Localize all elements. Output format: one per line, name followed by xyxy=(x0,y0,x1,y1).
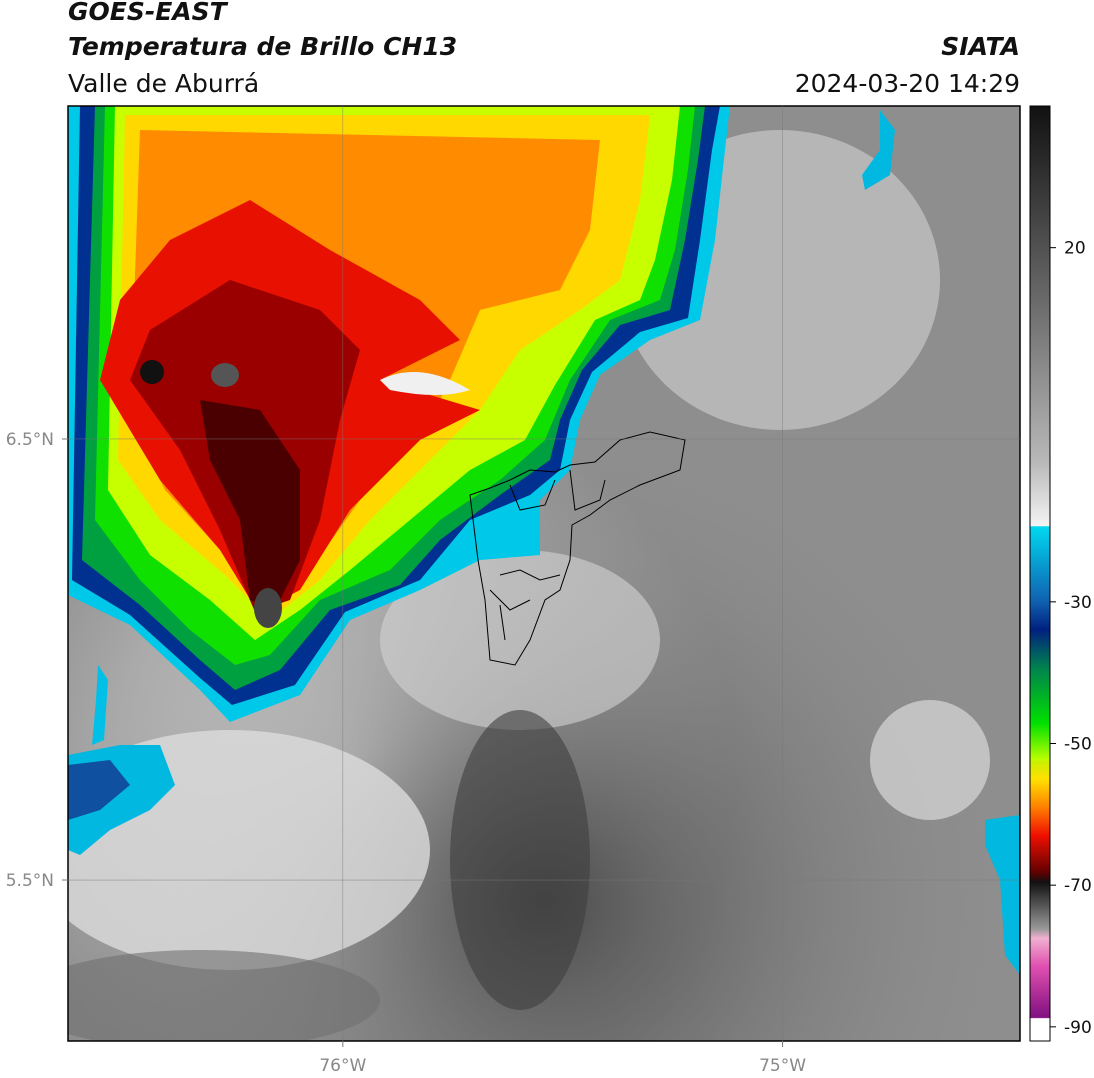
subtitle: Temperatura de Brillo CH13 xyxy=(68,32,457,61)
datetime: 2024-03-20 14:29 xyxy=(795,69,1020,98)
colorbar xyxy=(1029,105,1051,1042)
map-frame xyxy=(67,105,1021,1042)
region: Valle de Aburrá xyxy=(68,69,259,98)
y-tick-label: 5.5°N xyxy=(6,871,54,891)
colorbar-tick-label: -30 xyxy=(1064,593,1092,613)
source: SIATA xyxy=(941,32,1020,61)
map-image xyxy=(68,106,1020,1041)
colorbar-tick-label: 20 xyxy=(1064,239,1086,259)
colorbar-tick-label: -90 xyxy=(1064,1018,1092,1038)
x-tick-label: 75°W xyxy=(759,1056,806,1076)
y-tick-label: 6.5°N xyxy=(6,430,54,450)
title: GOES-EAST xyxy=(68,0,229,26)
colorbar-tick-label: -50 xyxy=(1064,735,1092,755)
colorbar-tick-label: -70 xyxy=(1064,876,1092,896)
x-tick-label: 76°W xyxy=(319,1056,366,1076)
